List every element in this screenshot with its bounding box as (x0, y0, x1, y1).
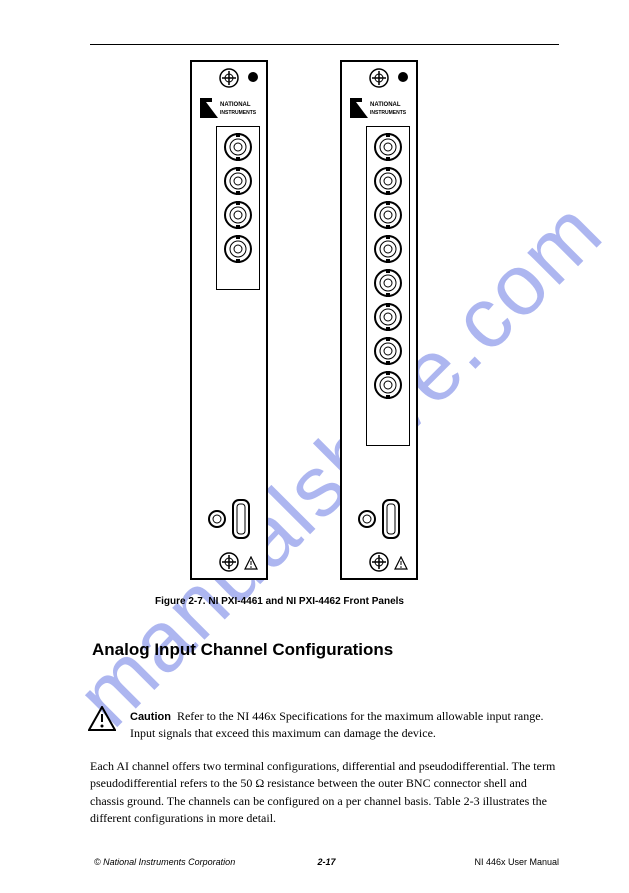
bnc-icon (374, 371, 402, 399)
aux-digital-icon (232, 499, 250, 539)
screw-icon (219, 552, 239, 572)
screw-icon (369, 68, 389, 88)
svg-text:NATIONAL: NATIONAL (370, 102, 401, 108)
body-paragraph: Each AI channel offers two terminal conf… (90, 758, 559, 828)
bnc-icon (224, 201, 252, 229)
brand-logo: NATIONAL INSTRUMENTS (198, 96, 262, 120)
caution-label: Caution (130, 711, 171, 723)
aux-smb-icon (358, 510, 376, 528)
footer-page-number: 2-17 (317, 857, 335, 867)
aux-digital-icon (382, 499, 400, 539)
footer-doc-title: NI 446x User Manual (474, 857, 559, 867)
caution-text: Caution Refer to the NI 446x Specificati… (130, 708, 559, 742)
bnc-icon (374, 303, 402, 331)
bnc-icon (374, 235, 402, 263)
section-heading: Analog Input Channel Configurations (92, 640, 393, 660)
footer: © National Instruments Corporation 2-17 … (94, 857, 559, 871)
panel-pxi-4462: NATIONAL INSTRUMENTS (340, 60, 418, 580)
caution-block: Caution Refer to the NI 446x Specificati… (90, 708, 559, 742)
aux-row (192, 496, 266, 542)
bnc-icon (374, 201, 402, 229)
bnc-icon (374, 337, 402, 365)
screw-icon (369, 552, 389, 572)
bnc-icon (374, 269, 402, 297)
rule-top (90, 44, 559, 45)
aux-row (342, 496, 416, 542)
connector-box (366, 126, 410, 446)
brand-line2: INSTRUMENTS (220, 110, 257, 116)
panel-pxi-4461: NATIONAL INSTRUMENTS (190, 60, 268, 580)
document-page: manualshive.com NATIONAL INSTRUMENTS (0, 0, 629, 893)
caution-body: Refer to the NI 446x Specifications for … (130, 709, 544, 740)
screw-icon (219, 68, 239, 88)
connector-box (216, 126, 260, 290)
bnc-icon (374, 167, 402, 195)
caution-triangle-icon (394, 556, 408, 570)
bnc-icon (224, 235, 252, 263)
caution-icon (88, 706, 116, 732)
bnc-icon (224, 167, 252, 195)
footer-copyright: © National Instruments Corporation (94, 857, 235, 867)
brand-logo: NATIONAL INSTRUMENTS (348, 96, 412, 120)
svg-text:INSTRUMENTS: INSTRUMENTS (370, 110, 407, 116)
locator-dot-icon (398, 72, 408, 82)
bnc-icon (374, 133, 402, 161)
locator-dot-icon (248, 72, 258, 82)
figure-caption: Figure 2-7. NI PXI-4461 and NI PXI-4462 … (0, 596, 559, 607)
aux-smb-icon (208, 510, 226, 528)
caution-triangle-icon (244, 556, 258, 570)
figure-area: NATIONAL INSTRUMENTS (0, 60, 629, 590)
bnc-icon (224, 133, 252, 161)
brand-line1: NATIONAL (220, 102, 251, 108)
